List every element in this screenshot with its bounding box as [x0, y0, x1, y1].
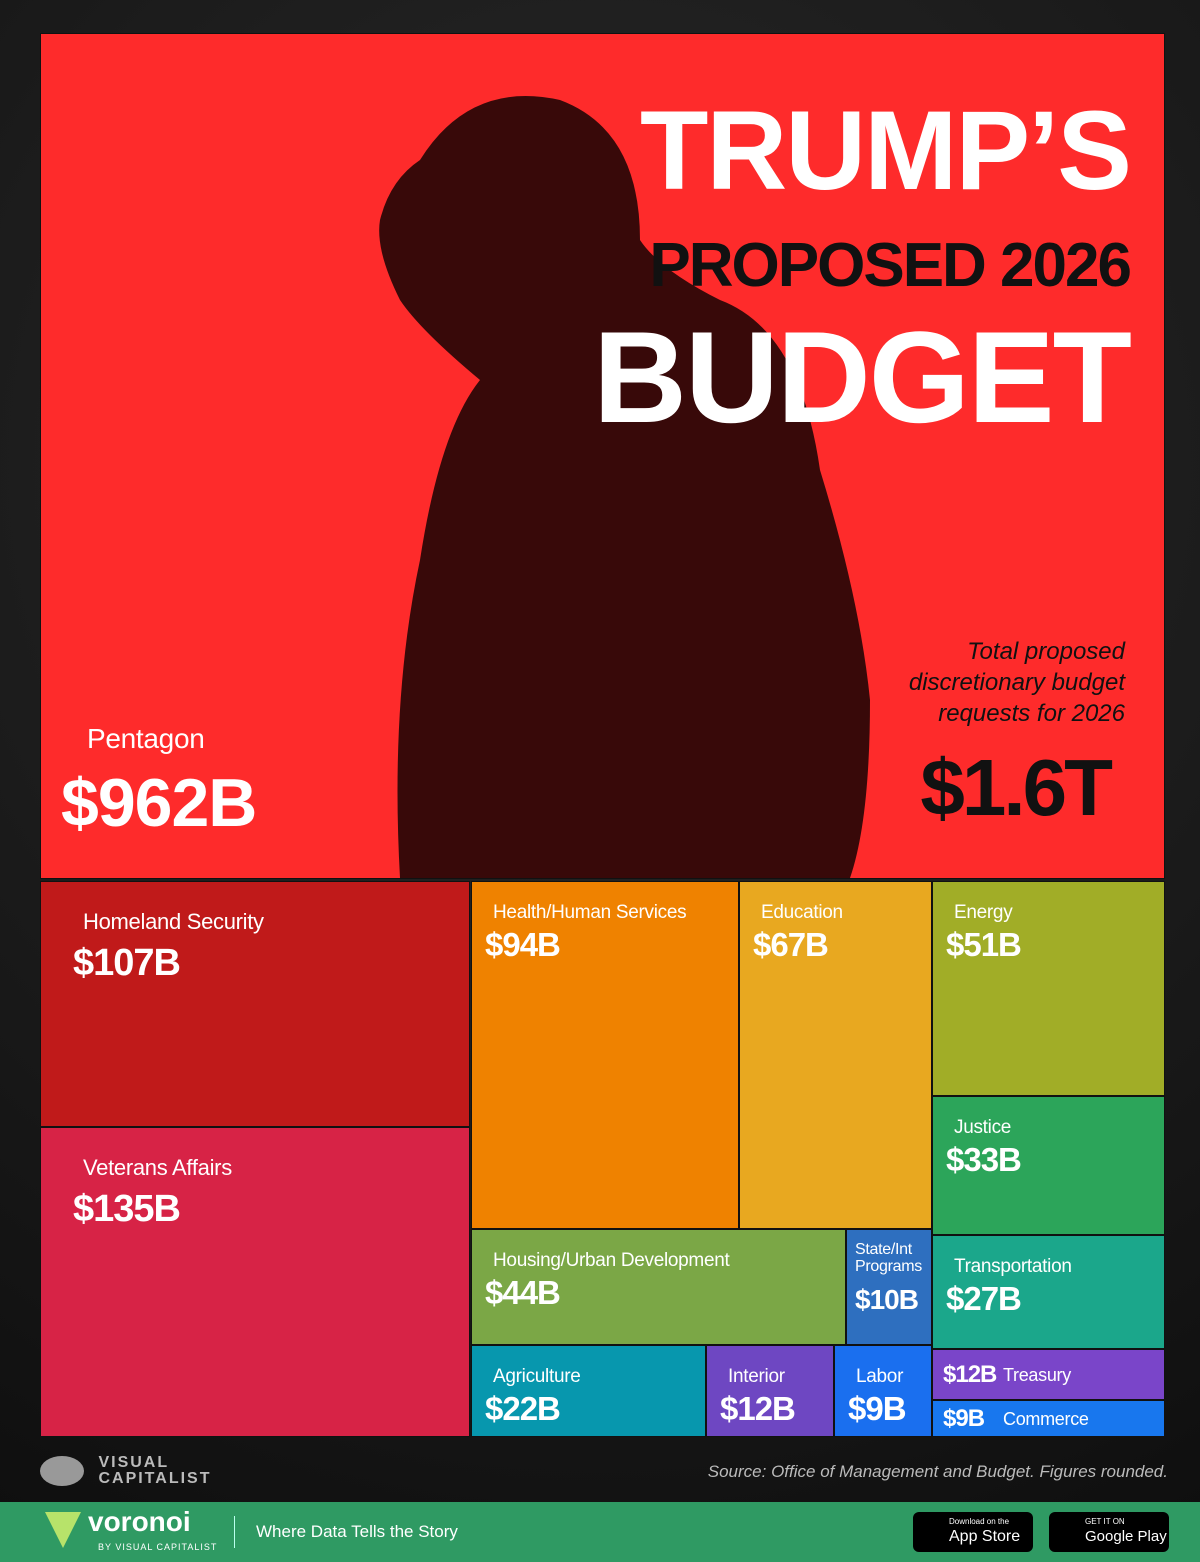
tile-value: $107B	[73, 942, 181, 984]
tile: State/Int Programs $10B	[846, 1229, 932, 1345]
tile-value: $10B	[855, 1284, 919, 1315]
tile-name: Transportation	[954, 1256, 1072, 1277]
brand-bottom: CAPITALIST	[98, 1470, 212, 1487]
footer-logo: voronoi	[88, 1506, 191, 1537]
tile-name: State/Int Programs	[855, 1241, 922, 1275]
tile: Housing/Urban Development $44B	[471, 1229, 846, 1345]
title-line: PROPOSED 2026	[649, 231, 1132, 300]
tile: Energy $51B	[932, 881, 1165, 1096]
tile-name: Interior	[728, 1366, 785, 1387]
tile-value: $51B	[946, 926, 1022, 963]
footer-logo-icon	[45, 1512, 81, 1548]
tile: $9B Commerce	[932, 1400, 1165, 1437]
tile: Homeland Security $107B	[40, 881, 470, 1127]
tile-value: $67B	[753, 926, 829, 963]
footer: voronoi BY VISUAL CAPITALIST Where Data …	[0, 1502, 1200, 1562]
app-store-button[interactable]: Download on the App Store	[913, 1512, 1033, 1552]
tile-value: $12B	[720, 1390, 796, 1427]
source: Source: Office of Management and Budget.…	[707, 1462, 1168, 1481]
tile-name: Commerce	[1003, 1408, 1089, 1429]
total-value: $1.6T	[920, 743, 1113, 832]
tile-name: Veterans Affairs	[83, 1155, 232, 1180]
tile-name: Treasury	[1003, 1364, 1071, 1385]
tile-value: $9B	[848, 1390, 907, 1427]
title-line: BUDGET	[593, 304, 1132, 450]
brand: VISUAL CAPITALIST	[40, 1455, 211, 1487]
tile-name: Education	[761, 902, 843, 923]
tile-value: $22B	[485, 1390, 561, 1427]
tagline: Where Data Tells the Story	[256, 1522, 458, 1541]
tile: Veterans Affairs $135B	[40, 1127, 470, 1437]
brand-icon	[40, 1456, 84, 1486]
brand-top: VISUAL	[98, 1454, 170, 1471]
tile-name: Homeland Security	[83, 909, 264, 934]
google-small: GET IT ON	[1085, 1517, 1125, 1526]
app-store-small: Download on the	[949, 1517, 1010, 1526]
tile-name: Justice	[954, 1117, 1012, 1138]
tile-name: Pentagon	[87, 723, 205, 754]
tile: Justice $33B	[932, 1096, 1165, 1235]
google-play: Google Play	[1085, 1528, 1167, 1545]
tile: $12B Treasury	[932, 1349, 1165, 1400]
tile-value: $12B	[943, 1360, 997, 1388]
tile: Transportation $27B	[932, 1235, 1165, 1349]
tile-value: $9B	[943, 1404, 985, 1432]
tile-value: $27B	[946, 1280, 1022, 1317]
tile-name: Agriculture	[493, 1366, 581, 1387]
footer-logo-sub: BY VISUAL CAPITALIST	[98, 1542, 218, 1552]
tile: Interior $12B	[706, 1345, 834, 1437]
title-line: TRUMP’S	[640, 88, 1132, 213]
tile-value: $44B	[485, 1274, 561, 1311]
tile-name: Health/Human Services	[493, 902, 687, 923]
tile-value: $962B	[61, 765, 257, 841]
app-store: App Store	[949, 1528, 1021, 1545]
google-play-button[interactable]: GET IT ON Google Play	[1049, 1512, 1169, 1552]
tile: Health/Human Services $94B	[471, 881, 739, 1229]
tile: Education $67B	[739, 881, 932, 1229]
tile-value: $94B	[485, 926, 561, 963]
total-note: Total proposed discretionary budget requ…	[908, 638, 1125, 728]
tile-name: Labor	[856, 1366, 904, 1387]
tile-value: $135B	[73, 1188, 181, 1230]
tile: Agriculture $22B	[471, 1345, 706, 1437]
tile-name: Energy	[954, 902, 1013, 923]
tile-name: Housing/Urban Development	[493, 1250, 730, 1271]
tile-value: $33B	[946, 1141, 1022, 1178]
tile: Labor $9B	[834, 1345, 932, 1437]
